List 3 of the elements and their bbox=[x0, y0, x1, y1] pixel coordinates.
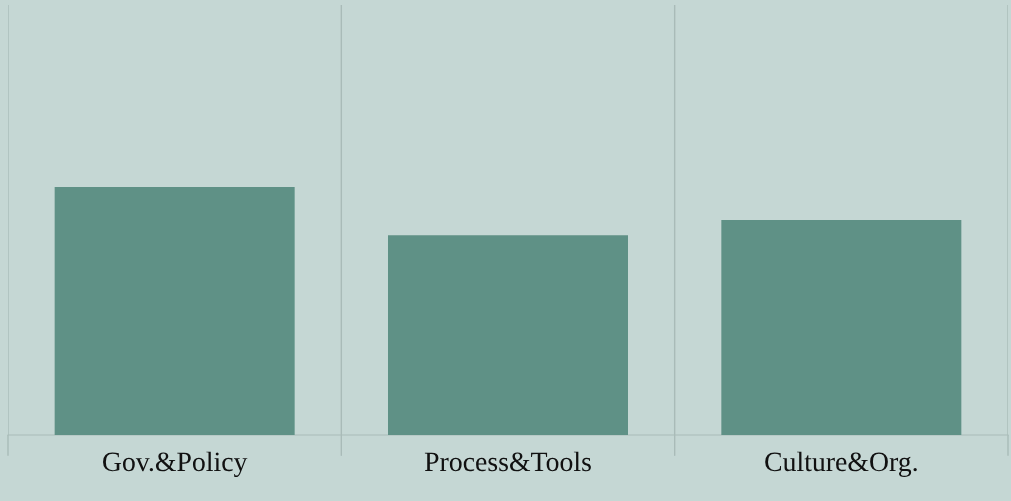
x-tick-label: Gov.&Policy bbox=[103, 451, 248, 477]
x-tick-label: Process&Tools bbox=[424, 451, 591, 472]
x-tick-label: Culture&Org. bbox=[765, 451, 917, 477]
